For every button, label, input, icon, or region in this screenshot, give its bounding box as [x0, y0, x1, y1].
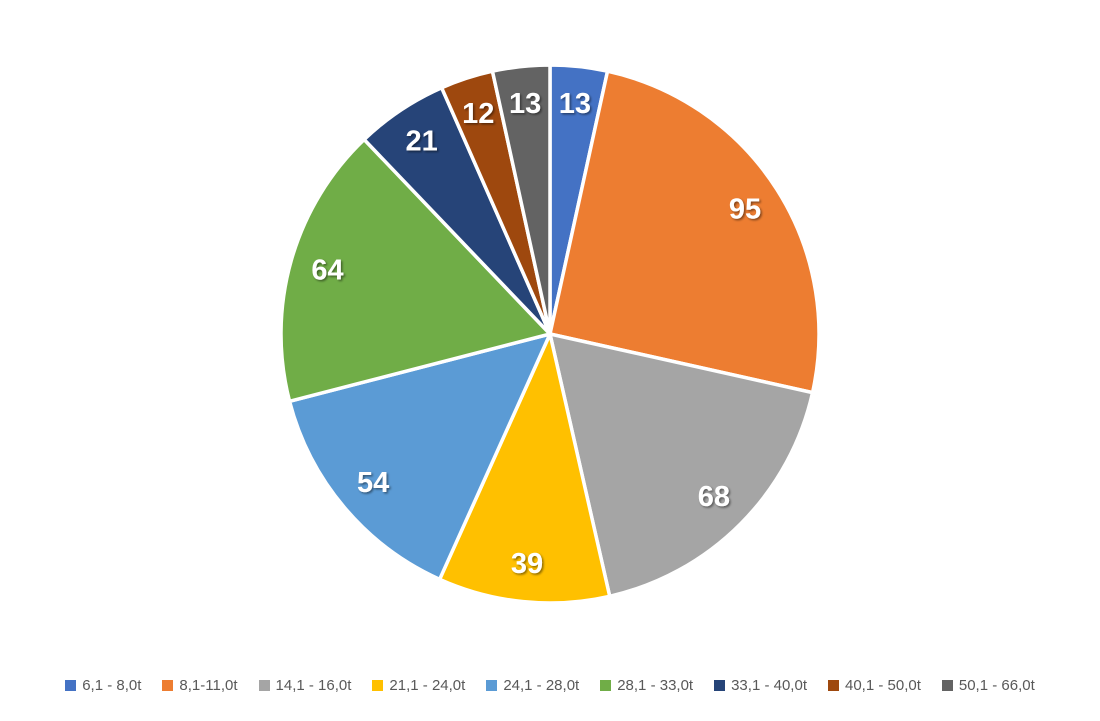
slice-value-label-1: 13: [559, 88, 591, 120]
legend-label: 50,1 - 66,0t: [958, 676, 1035, 694]
legend-swatch-icon: [941, 679, 953, 691]
pie-slice-5[interactable]: [287, 332, 552, 582]
legend-item-4[interactable]: 21,1 - 24,0t: [372, 677, 465, 694]
slice-value-label-4: 39: [511, 548, 543, 580]
legend-label: 40,1 - 50,0t: [844, 676, 921, 694]
slice-value-label-5: 54: [357, 467, 389, 499]
slice-value-label-7: 21: [405, 126, 437, 158]
legend-swatch-icon: [65, 679, 77, 691]
legend-item-7[interactable]: 33,1 - 40,0t: [714, 677, 807, 694]
pie-slice-3[interactable]: [548, 332, 815, 599]
legend-swatch-icon: [486, 679, 498, 691]
pie-slice-6[interactable]: [279, 137, 552, 404]
legend-label: 24,1 - 28,0t: [503, 676, 580, 694]
legend-swatch-icon: [600, 679, 612, 691]
pie-slice-9[interactable]: [490, 63, 552, 336]
pie-plot-area: 13 95 68 39 54 64 21 12 13: [279, 63, 821, 605]
legend-swatch-icon: [258, 679, 270, 691]
pie-slice-4[interactable]: [437, 332, 612, 605]
legend-item-6[interactable]: 28,1 - 33,0t: [600, 677, 693, 694]
slice-value-label-9: 13: [509, 88, 541, 120]
legend-item-9[interactable]: 50,1 - 66,0t: [941, 676, 1035, 694]
legend-label: 21,1 - 24,0t: [389, 676, 466, 694]
legend-swatch-icon: [714, 679, 726, 691]
slice-value-label-6: 64: [311, 255, 343, 287]
legend-swatch-icon: [827, 679, 839, 691]
legend-label: 28,1 - 33,0t: [617, 676, 694, 694]
legend-label: 6,1 - 8,0t: [82, 676, 142, 694]
legend-item-1[interactable]: 6,1 - 8,0t: [65, 677, 141, 694]
legend-item-3[interactable]: 14,1 - 16,0t: [258, 676, 352, 694]
legend-label: 14,1 - 16,0t: [275, 676, 352, 694]
slice-value-label-3: 68: [698, 481, 730, 513]
legend-item-5[interactable]: 24,1 - 28,0t: [486, 677, 579, 694]
slice-value-label-2: 95: [729, 194, 761, 226]
legend-swatch-icon: [162, 679, 174, 691]
legend-label: 33,1 - 40,0t: [731, 676, 807, 694]
pie-slice-2[interactable]: [548, 69, 821, 395]
legend-swatch-icon: [372, 679, 384, 691]
slice-value-label-8: 12: [462, 98, 494, 130]
legend-item-2[interactable]: 8,1-11,0t: [162, 676, 238, 694]
legend-label: 8,1-11,0t: [179, 676, 238, 694]
chart-legend: 6,1 - 8,0t 8,1-11,0t 14,1 - 16,0t 21,1 - 24…: [0, 668, 1100, 702]
legend-item-8[interactable]: 40,1 - 50,0t: [827, 676, 921, 694]
